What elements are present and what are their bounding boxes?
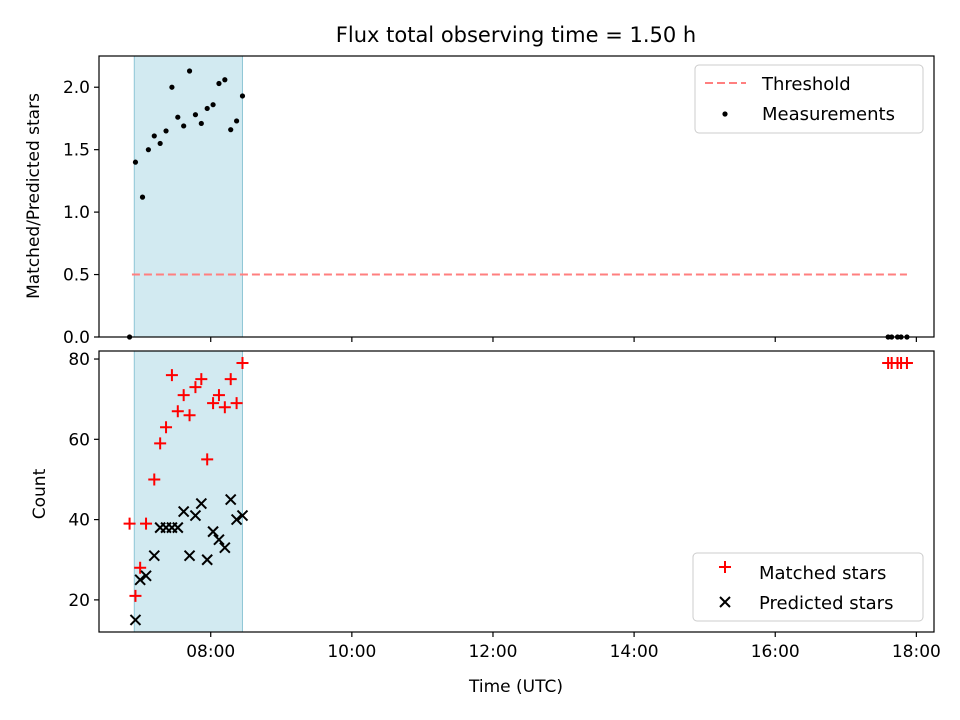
predicted-stars-point	[183, 550, 196, 562]
measurements-point	[139, 194, 146, 200]
matched-stars-point	[140, 517, 153, 530]
predicted-stars-legend-label: Predicted stars	[759, 593, 893, 614]
measurements-point	[181, 123, 187, 129]
predicted-stars-point	[134, 574, 146, 586]
predicted-stars-point	[236, 509, 249, 522]
matched-stars-point	[236, 357, 249, 370]
matched-stars-point	[195, 373, 208, 386]
predicted-stars-point	[177, 505, 190, 518]
measurements-point	[233, 118, 240, 124]
bottom-x-tick-label: 12:00	[468, 642, 517, 662]
bottom-x-tick-label: 08:00	[186, 642, 235, 662]
measurements-point	[169, 84, 175, 90]
measurements-legend-marker	[722, 111, 728, 117]
bottom-axes-frame	[98, 350, 935, 633]
measurements-legend-label: Measurements	[762, 104, 895, 125]
matched-stars-point	[224, 373, 237, 386]
measurements-point	[239, 93, 246, 99]
bottom-x-tick-label: 10:00	[327, 642, 376, 662]
bottom-legend-frame	[692, 552, 924, 622]
measurements-point	[192, 112, 199, 118]
predicted-stars-point	[189, 509, 202, 522]
predicted-stars-point	[225, 493, 237, 506]
top-axes-frame	[98, 55, 935, 338]
bottom-plot-area: 20 40 60 80 08:00 10:00 12:00 14:00 16:00 18:00	[68, 350, 940, 662]
matched-stars-legend-label: Matched stars	[759, 563, 886, 584]
matched-stars-point	[129, 589, 142, 602]
predicted-stars-point	[195, 497, 208, 510]
bottom-observing-window-span	[133, 350, 243, 633]
predicted-stars-point	[230, 513, 243, 526]
bottom-x-tick-label: 18:00	[892, 642, 941, 662]
predicted-stars-point	[219, 541, 231, 554]
bottom-y-tick-label: 60	[68, 430, 90, 450]
bottom-y-tick-label: 80	[68, 350, 90, 370]
matched-stars-point	[165, 369, 178, 382]
matched-stars-legend-marker	[719, 561, 731, 573]
matched-stars-point	[189, 381, 202, 394]
measurements-point	[186, 68, 193, 74]
matched-stars-point	[900, 357, 913, 370]
predicted-stars-point	[148, 550, 160, 562]
measurements-point	[132, 159, 139, 165]
threshold-legend-label: Threshold	[761, 74, 851, 95]
bottom-legend: Matched stars Predicted stars	[692, 552, 924, 622]
bottom-panel: Count Time (UTC) 20 40 60 80 08:00 10:00 12:00…	[30, 350, 941, 697]
predicted-stars-point	[140, 570, 152, 582]
matched-stars-point	[212, 389, 225, 402]
predicted-stars-point	[172, 521, 184, 534]
measurements-point	[228, 127, 234, 133]
predicted-stars-point	[213, 533, 225, 546]
matched-stars-point	[160, 421, 173, 434]
measurements-point	[163, 128, 169, 134]
measurements-point	[216, 80, 222, 87]
top-y-tick-label: 1.5	[63, 141, 90, 161]
bottom-y-tick-label: 20	[68, 591, 90, 611]
bottom-x-tick-label: 16:00	[751, 642, 800, 662]
chart-title: Flux total observing time = 1.50 h	[336, 23, 696, 47]
measurements-point	[157, 140, 163, 147]
top-observing-window-span	[133, 55, 243, 338]
matched-stars-point	[230, 397, 243, 410]
bottom-y-tick-label: 40	[68, 511, 90, 531]
matched-stars-point	[207, 397, 220, 410]
x-axis-label: Time (UTC)	[468, 677, 563, 697]
top-y-tick-label: 1.0	[63, 203, 90, 223]
predicted-stars-point	[129, 614, 142, 626]
measurements-point	[175, 114, 181, 120]
measurements-point	[222, 77, 228, 83]
matched-stars-point	[183, 409, 196, 422]
predicted-stars-point	[201, 554, 213, 566]
bottom-y-axis-label: Count	[30, 468, 50, 519]
measurements-point	[198, 120, 204, 127]
matched-stars-point	[134, 561, 147, 574]
measurements-point	[204, 105, 210, 112]
measurements-point	[210, 102, 216, 108]
measurements-point	[145, 147, 151, 153]
matched-stars-point	[123, 517, 136, 530]
bottom-x-tick-label: 14:00	[610, 642, 659, 662]
matched-stars-point	[201, 453, 214, 466]
predicted-stars-legend-marker	[719, 596, 731, 608]
matched-stars-point	[218, 401, 231, 414]
top-y-tick-label: 0.5	[63, 266, 90, 286]
measurements-point	[151, 133, 157, 139]
top-legend: Threshold Measurements	[694, 64, 924, 134]
top-legend-frame	[694, 64, 924, 134]
matched-stars-point	[177, 389, 190, 402]
matched-stars-point	[171, 405, 184, 418]
top-y-axis-label: Matched/Predicted stars	[24, 93, 44, 299]
top-plot-area: 0.0 0.5 1.0 1.5 2.0	[63, 55, 935, 348]
top-y-tick-label: 2.0	[63, 78, 90, 98]
matched-stars-point	[148, 473, 161, 486]
top-y-tick-label: 0.0	[63, 328, 90, 348]
predicted-stars-point	[207, 525, 219, 538]
top-panel: Flux total observing time = 1.50 h Match…	[24, 23, 935, 348]
matched-stars-point	[154, 437, 167, 450]
